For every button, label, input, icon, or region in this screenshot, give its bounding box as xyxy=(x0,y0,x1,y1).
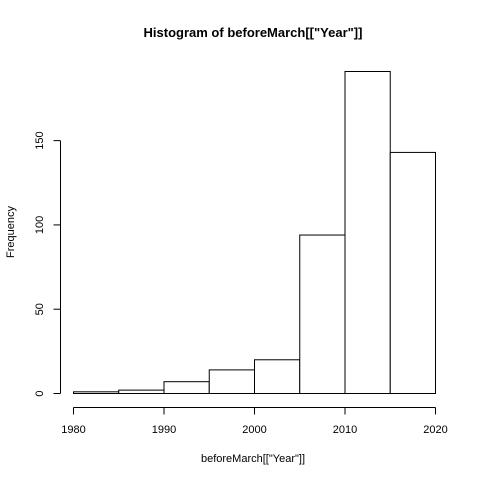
y-axis-label: Frequency xyxy=(5,206,17,258)
x-tick-label-2010: 2010 xyxy=(333,424,357,436)
x-tick-label-1980: 1980 xyxy=(61,424,85,436)
histogram-bar-2000-2005 xyxy=(254,359,301,394)
y-axis: 0 50 100 150 xyxy=(34,131,61,397)
chart-title: Histogram of beforeMarch[["Year"]] xyxy=(144,25,363,40)
histogram-bar-2010-2015 xyxy=(344,71,391,394)
x-tick-label-2000: 2000 xyxy=(242,424,266,436)
histogram-bar-2005-2010 xyxy=(299,234,346,394)
y-tick-label-0: 0 xyxy=(34,390,46,396)
x-axis: 1980 1990 2000 2010 2020 xyxy=(61,407,448,436)
bars-group xyxy=(73,71,436,395)
x-axis-label: beforeMarch[["Year"]] xyxy=(201,453,305,465)
y-tick-label-150: 150 xyxy=(34,131,46,149)
y-tick-label-100: 100 xyxy=(34,216,46,234)
histogram-bar-1985-1990 xyxy=(118,389,165,394)
histogram-bar-1980-1985 xyxy=(73,391,120,395)
histogram-bar-1995-2000 xyxy=(208,369,255,395)
y-tick-label-50: 50 xyxy=(34,303,46,315)
x-tick-label-1990: 1990 xyxy=(152,424,176,436)
histogram-bar-1990-1995 xyxy=(163,381,210,394)
x-tick-label-2020: 2020 xyxy=(423,424,447,436)
histogram-bar-2015-2020 xyxy=(389,151,436,394)
